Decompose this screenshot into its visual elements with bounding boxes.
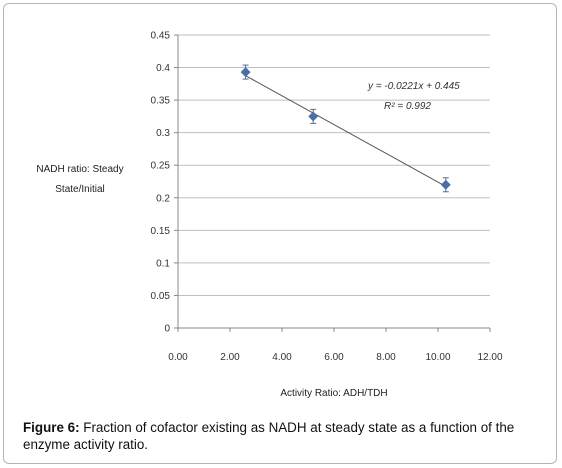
y-tick-label: 0.45 [151,31,171,42]
y-tick-label: 0.4 [156,63,170,74]
caption-label: Figure 6: [23,420,80,435]
figure-frame [3,3,557,464]
data-point [308,111,319,122]
y-tick-label: 0.35 [151,96,171,107]
x-tick-label: 10.00 [425,352,450,363]
r-squared-label: R² = 0.992 [384,101,431,112]
figure-caption: Figure 6: Fraction of cofactor existing … [23,419,543,453]
y-tick-label: 0 [164,324,170,335]
y-tick-label: 0.25 [151,161,171,172]
y-tick-label: 0.3 [156,128,170,139]
trendline-equation: y = -0.0221x + 0.445 [367,81,460,92]
y-axis-title: NADH ratio: Steady [36,164,123,175]
x-tick-label: 12.00 [477,352,502,363]
y-tick-label: 0.1 [156,258,170,269]
data-point [240,67,251,78]
data-point [440,179,451,190]
x-tick-label: 4.00 [272,352,292,363]
caption-text: Fraction of cofactor existing as NADH at… [23,420,515,452]
x-tick-label: 2.00 [220,352,240,363]
y-tick-label: 0.15 [151,226,171,237]
trendline [245,75,447,187]
scatter-chart: 0 0.05 0.1 0.15 0.2 0.25 0.3 0.35 0.4 0.45 0.00 2.0… [36,31,503,400]
chart: 0 0.05 0.1 0.15 0.2 0.25 0.3 0.35 0.4 0.45 0.00 2.0… [18,20,542,410]
x-tick-label: 6.00 [324,352,344,363]
y-tick-label: 0.05 [151,291,171,302]
x-tick-label: 0.00 [168,352,188,363]
x-tick-label: 8.00 [376,352,396,363]
y-tick-label: 0.2 [156,193,170,204]
y-axis-title: State/Initial [55,184,104,195]
x-axis-title: Activity Ratio: ADH/TDH [280,388,387,399]
